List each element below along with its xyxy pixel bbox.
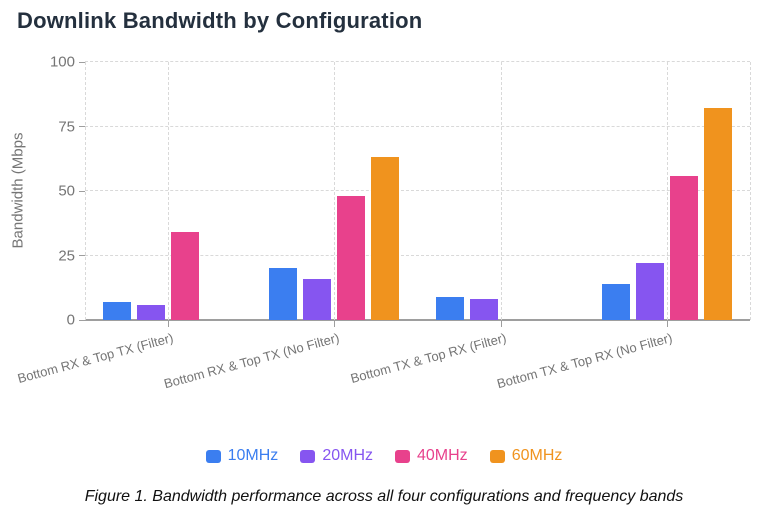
legend-label: 10MHz bbox=[227, 447, 279, 464]
chart-title: Downlink Bandwidth by Configuration bbox=[17, 8, 423, 33]
y-tick-label: 100 bbox=[49, 53, 75, 71]
x-tick-mark bbox=[168, 321, 170, 327]
y-tick-label: 0 bbox=[66, 311, 75, 329]
plot-border-line bbox=[750, 62, 751, 320]
legend-item-10MHz[interactable]: 10MHz bbox=[205, 447, 279, 465]
y-tick-label: 50 bbox=[58, 182, 75, 200]
bar-60MHz-cat4 bbox=[703, 108, 732, 320]
legend-swatch-icon bbox=[205, 449, 221, 463]
x-tick-mark bbox=[500, 321, 502, 327]
y-tick-mark bbox=[79, 319, 85, 321]
y-tick-mark bbox=[79, 61, 85, 63]
legend-label: 40MHz bbox=[417, 447, 468, 464]
y-gridline bbox=[85, 125, 750, 127]
bar-20MHz-cat4 bbox=[635, 263, 664, 320]
y-axis-label: Bandwidth (Mbps bbox=[9, 132, 27, 249]
bar-10MHz-cat3 bbox=[435, 296, 464, 320]
y-gridline bbox=[85, 254, 750, 256]
legend-swatch-icon bbox=[300, 449, 316, 463]
figure-caption: Figure 1. Bandwidth performance across a… bbox=[84, 488, 684, 505]
category-gridline bbox=[500, 62, 502, 320]
bar-60MHz-cat2 bbox=[371, 157, 400, 320]
bar-40MHz-cat1 bbox=[171, 232, 200, 320]
y-tick-mark bbox=[79, 255, 85, 256]
legend-swatch-icon bbox=[395, 449, 410, 463]
legend-label: 60MHz bbox=[511, 447, 563, 464]
y-tick-mark bbox=[79, 190, 85, 192]
y-tick-mark bbox=[79, 126, 85, 127]
legend-label: 20MHz bbox=[322, 447, 373, 464]
bar-10MHz-cat1 bbox=[103, 301, 132, 320]
chart-legend: 10MHz 20MHz 40MHz 60MHz bbox=[0, 447, 768, 465]
y-tick-label: 25 bbox=[58, 247, 75, 264]
x-category-label: Bottom RX & Top TX (Filter) bbox=[15, 330, 176, 387]
y-gridline bbox=[85, 61, 750, 62]
category-gridline bbox=[334, 62, 336, 320]
bar-10MHz-cat2 bbox=[269, 268, 298, 320]
y-tick-label: 75 bbox=[58, 118, 75, 135]
plot-area: Bottom RX & Top TX (Filter) Bottom RX & T… bbox=[16, 61, 751, 391]
bar-40MHz-cat2 bbox=[337, 196, 366, 320]
legend-item-20MHz[interactable]: 20MHz bbox=[300, 447, 373, 465]
bar-20MHz-cat2 bbox=[303, 278, 332, 320]
plot-border-line bbox=[85, 62, 86, 320]
legend-item-60MHz[interactable]: 60MHz bbox=[489, 447, 563, 465]
y-gridline bbox=[85, 190, 750, 191]
category-gridline bbox=[666, 62, 668, 320]
y-axis: Bandwidth (Mbps 0 25 50 75 100 bbox=[0, 54, 85, 329]
x-tick-mark bbox=[666, 321, 668, 327]
legend-item-40MHz[interactable]: 40MHz bbox=[395, 447, 468, 465]
bar-10MHz-cat4 bbox=[601, 283, 630, 320]
x-tick-mark bbox=[334, 321, 336, 327]
bar-20MHz-cat1 bbox=[137, 304, 166, 320]
category-gridline bbox=[168, 62, 170, 320]
x-axis-line bbox=[85, 319, 750, 321]
bar-20MHz-cat3 bbox=[469, 299, 498, 320]
legend-swatch-icon bbox=[489, 449, 505, 463]
bar-40MHz-cat4 bbox=[669, 175, 698, 320]
